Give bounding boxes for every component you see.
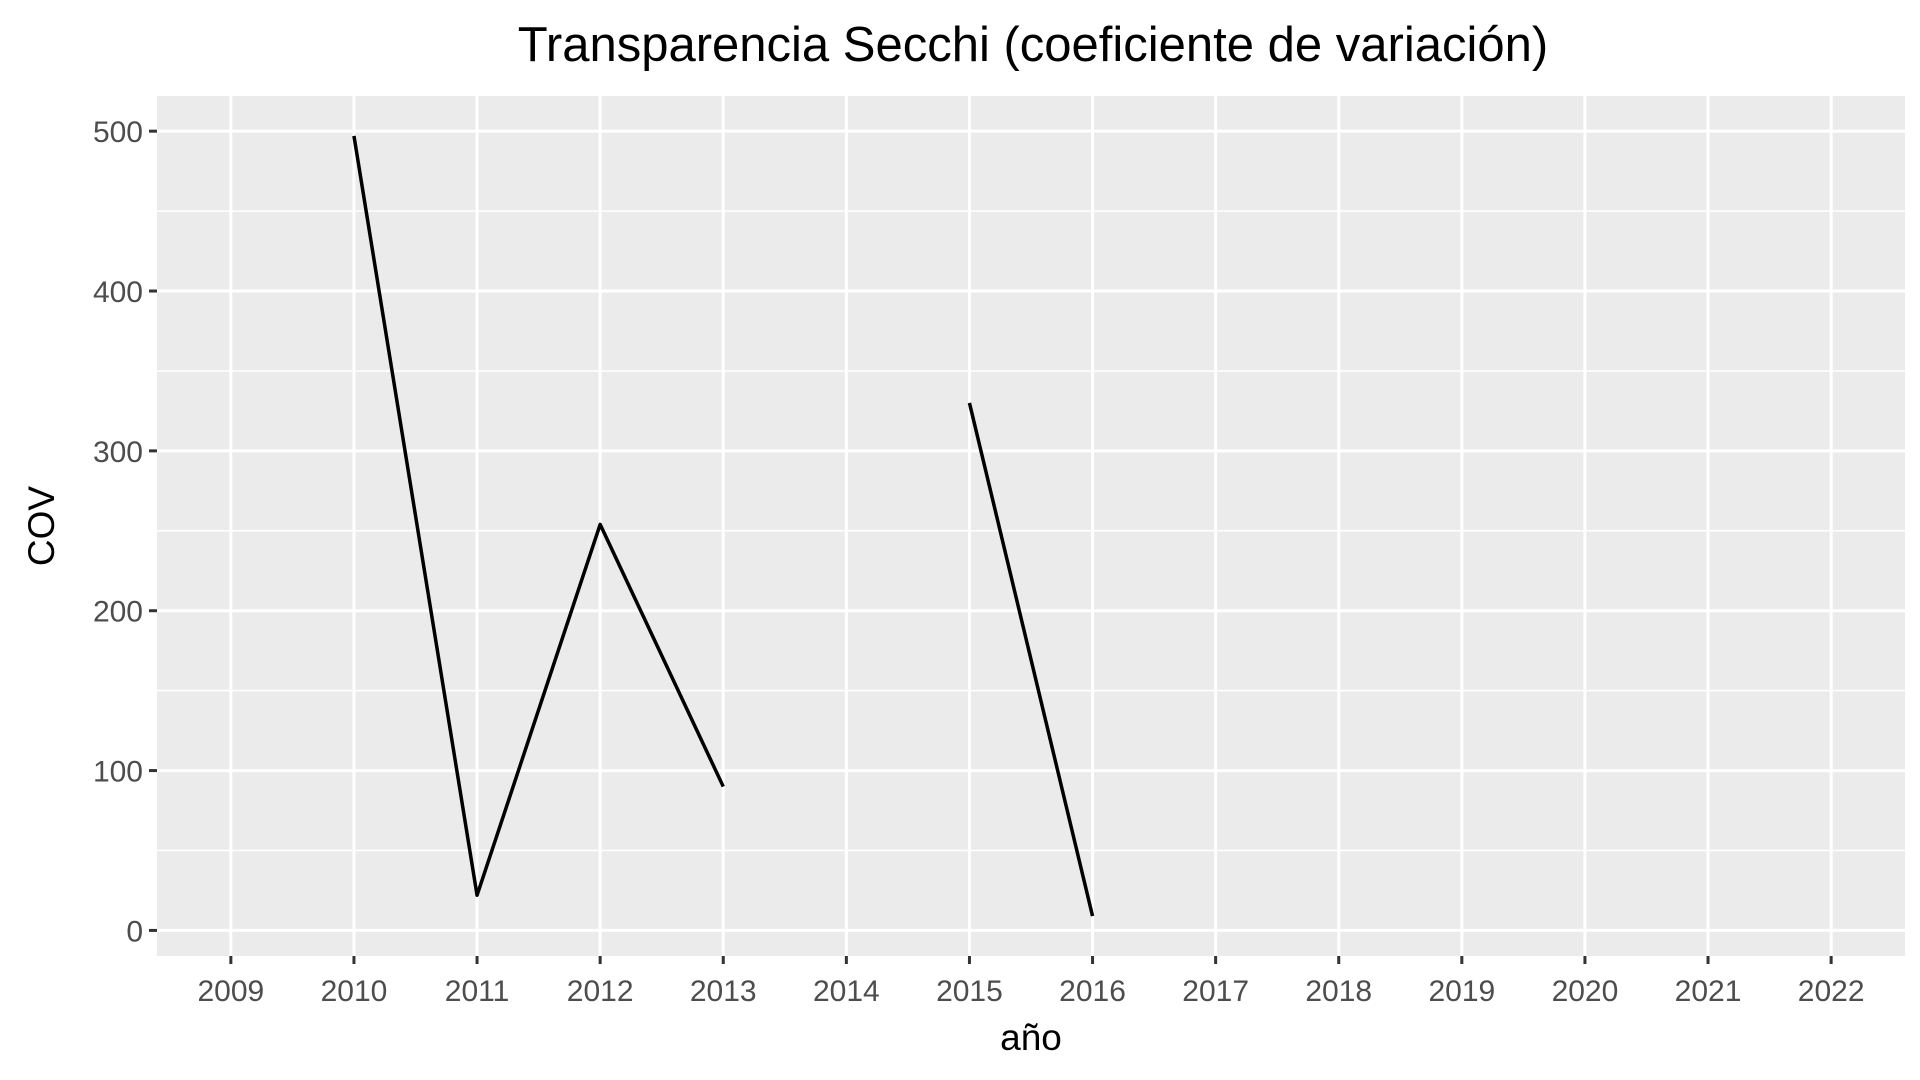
x-tick-label: 2015: [936, 975, 1003, 1008]
x-tick-label: 2009: [197, 975, 264, 1008]
x-tick-label: 2013: [690, 975, 757, 1008]
plot-panel: [157, 96, 1905, 956]
series-line-segment: [967, 402, 1095, 917]
y-tick-label: 500: [93, 116, 143, 149]
x-tick-label: 2022: [1798, 975, 1865, 1008]
x-tick-label: 2010: [321, 975, 388, 1008]
grid-major: [157, 96, 1905, 956]
x-axis: 2009 2010 2011 2012 2013 2014 2015 2016 2017 2018…: [197, 956, 1865, 1008]
x-tick-label: 2019: [1428, 975, 1495, 1008]
y-tick-label: 400: [93, 276, 143, 309]
y-tick-label: 300: [93, 436, 143, 469]
y-axis: 0 100 200 300 400 500: [93, 116, 157, 948]
y-tick-label: 0: [126, 915, 143, 948]
x-tick-label: 2021: [1675, 975, 1742, 1008]
x-tick-label: 2016: [1059, 975, 1126, 1008]
y-tick-label: 200: [93, 596, 143, 629]
x-tick-label: 2012: [567, 975, 634, 1008]
grid-minor: [157, 210, 1905, 852]
x-tick-label: 2018: [1305, 975, 1372, 1008]
y-tick-label: 100: [93, 756, 143, 789]
series-layer: [352, 135, 1095, 917]
chart-title: Transparencia Secchi (coeficiente de var…: [518, 18, 1548, 72]
series-line-segment: [352, 135, 725, 898]
x-tick-label: 2017: [1182, 975, 1249, 1008]
x-tick-label: 2014: [813, 975, 880, 1008]
x-tick-label: 2011: [445, 975, 510, 1008]
x-axis-title: año: [1000, 1017, 1062, 1058]
y-axis-title: COV: [21, 486, 62, 567]
x-tick-label: 2020: [1552, 975, 1619, 1008]
